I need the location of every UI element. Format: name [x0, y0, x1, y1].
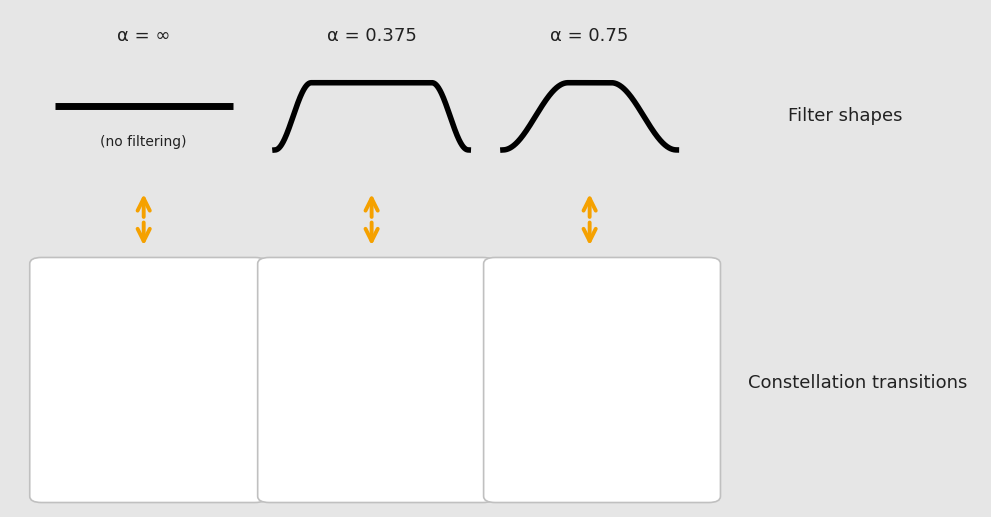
- Text: α = 0.75: α = 0.75: [550, 27, 629, 45]
- Text: α = 0.375: α = 0.375: [327, 27, 416, 45]
- Circle shape: [439, 443, 448, 452]
- Circle shape: [534, 312, 544, 322]
- Circle shape: [534, 438, 544, 448]
- Circle shape: [211, 443, 220, 452]
- Circle shape: [211, 308, 220, 317]
- Circle shape: [76, 443, 85, 452]
- Text: (no filtering): (no filtering): [100, 135, 187, 149]
- Circle shape: [304, 443, 313, 452]
- Circle shape: [304, 308, 313, 317]
- Circle shape: [76, 308, 85, 317]
- Circle shape: [660, 312, 670, 322]
- Circle shape: [660, 438, 670, 448]
- Text: Filter shapes: Filter shapes: [788, 108, 903, 125]
- Text: α = ∞: α = ∞: [117, 27, 170, 45]
- Circle shape: [439, 308, 448, 317]
- Text: Constellation transitions: Constellation transitions: [748, 374, 967, 391]
